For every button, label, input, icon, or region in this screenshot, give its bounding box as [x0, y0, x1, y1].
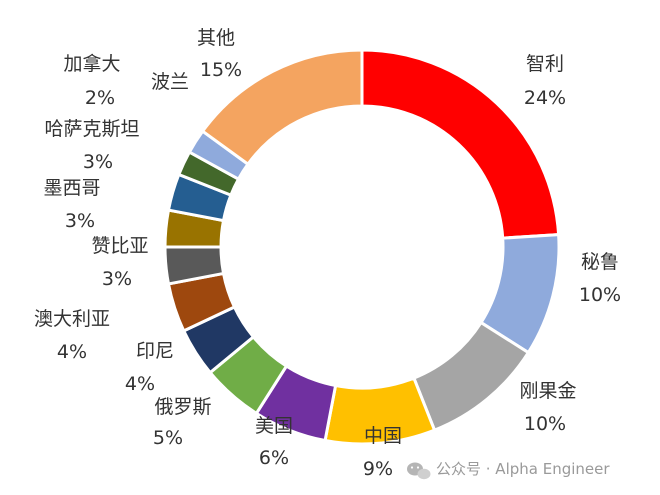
slice-label-0: 智利 — [526, 53, 564, 75]
slice-value-13: 15% — [200, 59, 242, 81]
slice-labels: 智利 24% 秘鲁 10% 刚果金 10% 中国 9% 美国 6% 俄罗斯 5% 印尼 4% 澳大利亚 4% 赞… — [34, 27, 621, 480]
slice-label-12: 波兰 — [151, 71, 189, 93]
slice-label-6: 印尼 — [136, 340, 174, 362]
slice-value-2: 10% — [524, 413, 566, 435]
slice-value-8: 3% — [102, 268, 132, 290]
slice-label-11: 加拿大 — [63, 52, 120, 75]
watermark: 公众号 · Alpha Engineer — [407, 460, 610, 480]
slice-0 — [360, 48, 561, 240]
slice-value-0: 24% — [524, 87, 566, 109]
slice-label-7: 澳大利亚 — [34, 308, 110, 330]
slice-label-8: 赞比亚 — [91, 235, 148, 257]
slice-value-4: 6% — [259, 447, 289, 469]
wechat-icon — [407, 462, 431, 480]
slice-value-7: 4% — [57, 341, 87, 363]
slice-value-1: 10% — [579, 284, 621, 306]
watermark-text: 公众号 · Alpha Engineer — [436, 460, 610, 478]
slice-label-13: 其他 — [197, 27, 235, 49]
slice-label-9: 墨西哥 — [43, 177, 100, 199]
slice-label-10: 哈萨克斯坦 — [44, 118, 139, 140]
slice-label-1: 秘鲁 — [581, 251, 619, 273]
slice-value-10: 3% — [83, 151, 113, 173]
slice-13 — [200, 48, 364, 167]
slice-label-5: 俄罗斯 — [154, 396, 211, 418]
donut-slices — [163, 48, 561, 446]
slice-value-11: 2% — [85, 87, 115, 109]
slice-label-2: 刚果金 — [519, 380, 576, 402]
slice-value-5: 5% — [153, 427, 183, 449]
slice-value-9: 3% — [65, 210, 95, 232]
slice-value-6: 4% — [125, 373, 155, 395]
slice-value-3: 9% — [363, 458, 393, 480]
slice-label-3: 中国 — [364, 425, 402, 447]
slice-label-4: 美国 — [255, 415, 293, 437]
